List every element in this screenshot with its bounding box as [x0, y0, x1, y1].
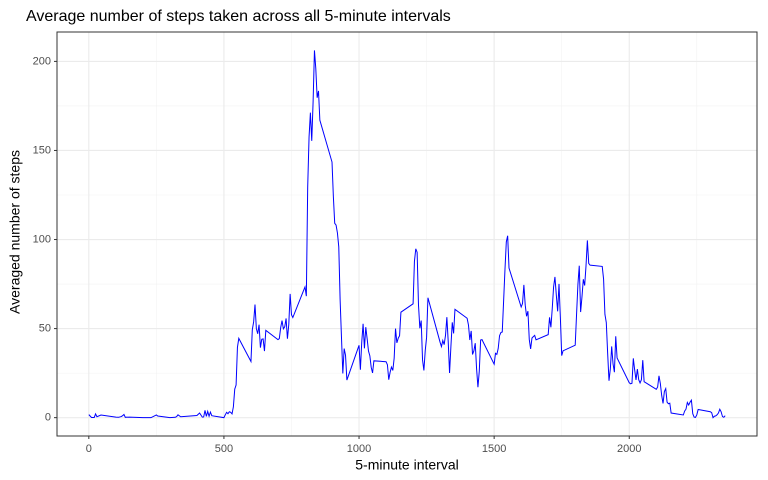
- x-axis-label: 5-minute interval: [355, 457, 459, 473]
- y-tick-label: 50: [39, 322, 51, 334]
- y-tick-label: 0: [45, 412, 51, 424]
- plot-border: [56, 31, 758, 437]
- y-tick-label: 200: [33, 55, 51, 67]
- x-tick-label: 1000: [347, 443, 371, 455]
- x-tick-label: 500: [215, 443, 233, 455]
- data-line: [88, 50, 726, 419]
- x-tick-label: 2000: [617, 443, 641, 455]
- y-tick-label: 100: [33, 233, 51, 245]
- x-tick-label: 1500: [482, 443, 506, 455]
- x-tick-label: 0: [86, 443, 92, 455]
- y-tick-label: 150: [33, 144, 51, 156]
- y-axis-label: Averaged number of steps: [7, 150, 23, 314]
- chart-title: Average number of steps taken across all…: [26, 8, 451, 25]
